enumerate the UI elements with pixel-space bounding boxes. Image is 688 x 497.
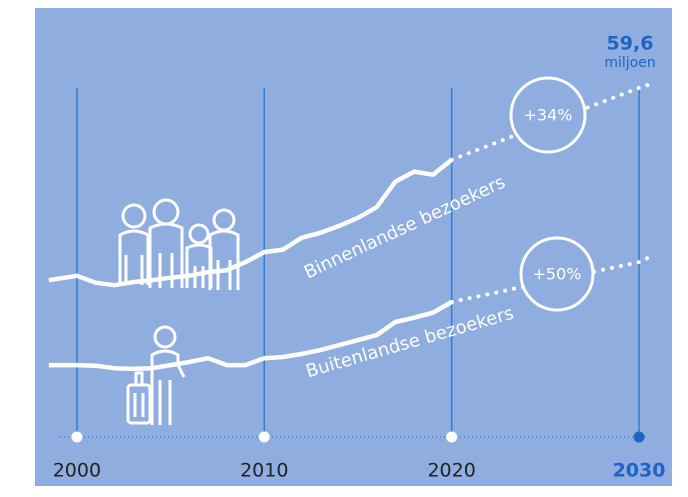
forecast-line <box>449 255 651 304</box>
line <box>48 157 454 288</box>
forecast-line <box>449 82 651 162</box>
traveler-icon <box>126 325 186 425</box>
line <box>48 300 453 372</box>
annotation-circle <box>509 76 587 154</box>
tick-dot <box>446 431 458 443</box>
x-tick-label: 2020 <box>427 460 475 482</box>
tick-dot <box>633 431 645 443</box>
end-value: 59,6 <box>607 33 654 55</box>
annotation: +34% <box>524 106 573 125</box>
x-tick-label: 2000 <box>53 460 101 482</box>
family-icon <box>118 198 240 290</box>
tick-dot <box>71 431 83 443</box>
x-tick-label: 2030 <box>613 460 666 482</box>
annotation: +50% <box>533 265 582 284</box>
annotation-circle <box>519 236 595 312</box>
x-tick-label: 2010 <box>240 460 288 482</box>
tick-dot <box>258 431 270 443</box>
end-unit: miljoen <box>604 55 655 71</box>
